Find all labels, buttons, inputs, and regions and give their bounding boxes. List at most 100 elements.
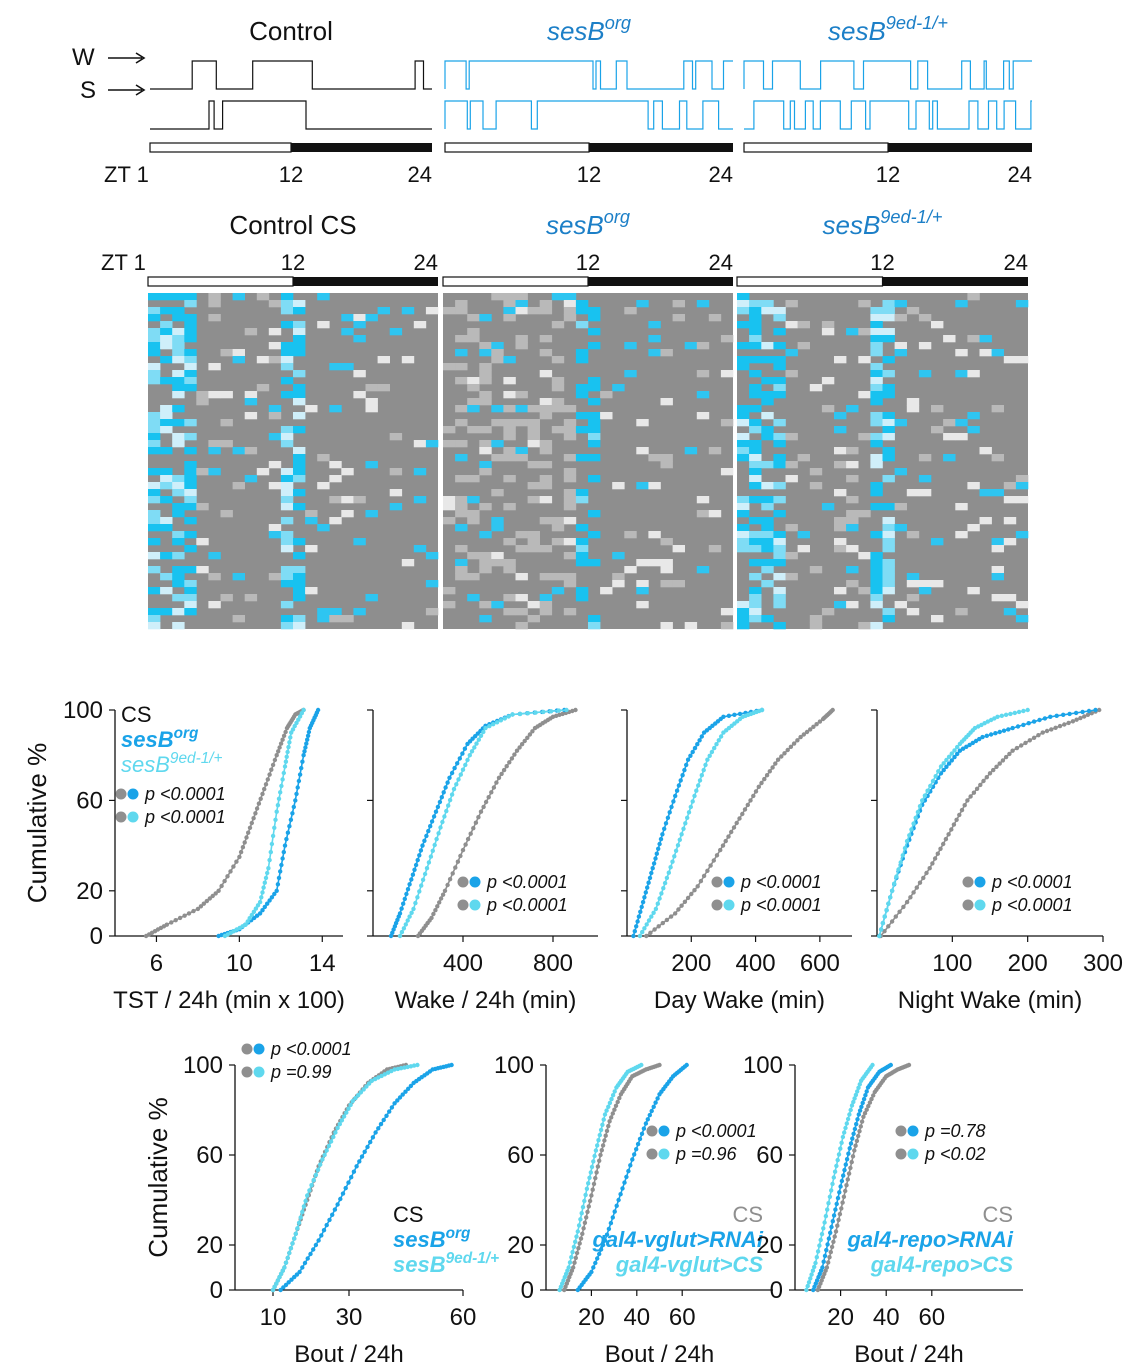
data-point [824, 1247, 829, 1253]
data-point [935, 851, 940, 856]
heatmap-cell [503, 447, 516, 455]
heatmap-cell [515, 531, 528, 539]
data-point [814, 1255, 819, 1260]
data-point [697, 778, 703, 783]
data-point [405, 887, 411, 892]
data-point [501, 767, 507, 773]
data-point [843, 1125, 848, 1131]
heatmap-cell [696, 391, 710, 399]
heatmap-cell [280, 580, 294, 588]
heatmap-cell [184, 433, 197, 441]
data-point [670, 859, 675, 864]
heatmap-cell [503, 377, 516, 385]
data-point [465, 757, 470, 763]
heatmap-cell [737, 524, 750, 532]
heatmap-cell [539, 545, 553, 553]
zt-tick-12: 12 [870, 250, 894, 275]
data-point [846, 1151, 851, 1156]
data-point [499, 771, 504, 777]
heatmap-cell [148, 412, 161, 420]
data-point [456, 777, 461, 782]
data-point [428, 854, 434, 859]
data-point [692, 888, 697, 893]
data-point [297, 772, 303, 777]
heatmap-cell [293, 475, 306, 483]
heatmap-cell [773, 440, 786, 448]
data-point [673, 848, 679, 853]
heatmap-cell [208, 447, 221, 455]
heatmap-cell [575, 538, 589, 546]
y-tick-label: 100 [183, 1052, 223, 1079]
heatmap-cell [636, 559, 649, 567]
heatmap-cell [749, 314, 762, 322]
heatmap-cell [660, 398, 673, 406]
heatmap-cell [761, 342, 774, 350]
data-point [343, 1185, 348, 1191]
heatmap-cell [172, 356, 185, 364]
heatmap-cell [172, 377, 185, 385]
heatmap-cell [612, 384, 625, 392]
stat-label: p <0.0001 [740, 895, 822, 915]
heatmap-cell [172, 405, 185, 413]
heatmap-cell [293, 370, 306, 378]
data-point [439, 795, 444, 800]
data-point [356, 1093, 361, 1098]
heatmap-cell [160, 447, 173, 455]
heatmap-cell [749, 342, 762, 350]
data-point [401, 901, 406, 906]
heatmap-cell [967, 426, 980, 434]
data-point [677, 837, 682, 842]
data-point [578, 1217, 583, 1222]
heatmap-cell [846, 461, 859, 469]
legend-entry: sesBorg [393, 1225, 471, 1252]
heatmap-cell [761, 538, 774, 546]
data-point [764, 773, 770, 778]
heatmap-cell [882, 328, 895, 336]
data-point [809, 1272, 814, 1277]
zt-tick-24: 24 [408, 162, 432, 187]
series-line [224, 709, 305, 937]
data-point [841, 1194, 847, 1200]
data-point [243, 922, 248, 927]
data-point [584, 1186, 590, 1192]
heatmap-cell [293, 538, 306, 546]
data-point [275, 803, 281, 808]
heatmap-cell [220, 510, 233, 518]
data-point [911, 890, 916, 895]
data-point [415, 857, 420, 863]
legend-entry: CS [982, 1202, 1013, 1227]
heatmap-cell [365, 461, 378, 469]
heatmap-cell [184, 293, 197, 301]
data-point [927, 866, 932, 871]
data-point [740, 811, 745, 817]
heatmap-cell [515, 622, 528, 630]
heatmap-cell [539, 461, 553, 469]
heatmap-cell [834, 545, 847, 553]
heatmap-cell [184, 370, 197, 378]
heatmap-cell [293, 335, 306, 343]
heatmap-cell [160, 328, 173, 336]
data-point [381, 1117, 386, 1123]
heatmap-cell [184, 496, 197, 504]
heatmap-cell [293, 552, 306, 560]
data-point [1078, 715, 1083, 721]
data-point [324, 1148, 329, 1153]
heatmap-cell [515, 307, 528, 315]
data-point [443, 785, 448, 790]
data-point [737, 711, 743, 717]
heatmap-cell [563, 538, 577, 546]
heatmap-cell [220, 419, 233, 427]
legend-entry: CS [393, 1202, 424, 1227]
data-point [1074, 717, 1079, 722]
heatmap-cell [184, 321, 197, 329]
heatmap-cell [268, 433, 282, 441]
data-point [420, 843, 425, 848]
data-point [877, 933, 882, 939]
heatmap-cell [749, 335, 762, 343]
heatmap-cell [329, 405, 342, 413]
heatmap-cell [172, 342, 185, 350]
data-point [340, 1191, 346, 1196]
data-point [304, 741, 309, 746]
heatmap-cell [280, 622, 294, 630]
data-point [441, 790, 446, 795]
